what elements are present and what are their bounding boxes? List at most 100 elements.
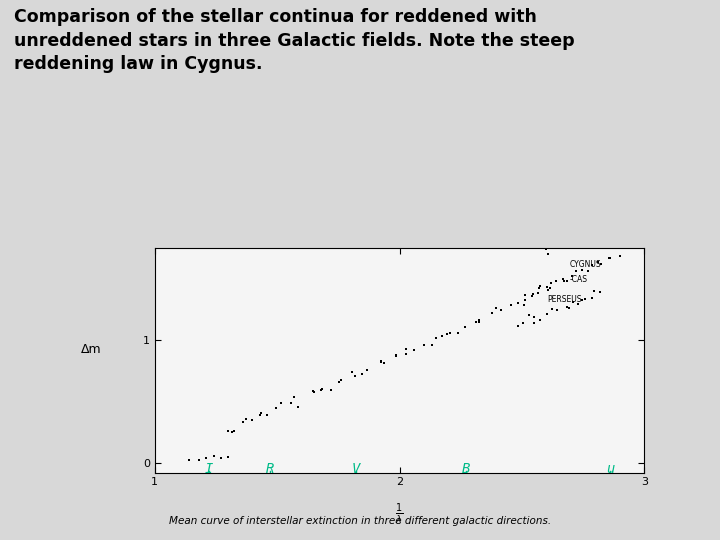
- Point: [526, 292, 538, 301]
- Point: [533, 288, 544, 297]
- Point: [523, 311, 535, 320]
- Point: [588, 220, 600, 229]
- Point: [542, 286, 554, 294]
- Point: [557, 237, 569, 246]
- Point: [292, 402, 304, 411]
- Point: [200, 454, 212, 462]
- Point: [349, 372, 361, 380]
- Point: [444, 329, 456, 338]
- Point: [495, 306, 507, 314]
- Point: [564, 232, 575, 241]
- Point: [579, 230, 590, 239]
- Point: [534, 315, 546, 324]
- Point: [527, 290, 539, 299]
- Point: [580, 295, 591, 303]
- Point: [597, 216, 608, 225]
- Point: [431, 334, 442, 342]
- Point: [519, 290, 531, 299]
- Point: [271, 404, 282, 413]
- Point: [426, 340, 438, 349]
- Text: Δm: Δm: [81, 343, 102, 356]
- Point: [588, 287, 600, 295]
- Point: [576, 226, 588, 235]
- Point: [356, 369, 368, 378]
- Point: [603, 254, 614, 262]
- Point: [275, 399, 287, 407]
- Point: [361, 366, 373, 375]
- Point: [550, 241, 562, 249]
- Point: [474, 318, 485, 326]
- Point: [544, 284, 556, 292]
- Point: [459, 323, 471, 332]
- Point: [390, 351, 402, 360]
- Point: [580, 225, 592, 233]
- Text: CYGNUS: CYGNUS: [570, 260, 601, 269]
- Text: Comparison of the stellar continua for reddened with
unreddened stars in three G: Comparison of the stellar continua for r…: [14, 8, 575, 73]
- Point: [534, 284, 545, 293]
- Point: [254, 411, 266, 420]
- Point: [615, 206, 626, 214]
- Point: [557, 242, 569, 251]
- Point: [572, 299, 583, 308]
- Point: [317, 384, 328, 393]
- Point: [193, 455, 204, 464]
- Point: [308, 388, 320, 397]
- Point: [400, 350, 412, 359]
- Point: [261, 411, 273, 420]
- Point: [307, 387, 318, 395]
- Point: [566, 233, 577, 241]
- Point: [542, 249, 554, 258]
- Point: [238, 417, 249, 426]
- Point: [587, 261, 598, 269]
- Point: [325, 386, 337, 395]
- Text: -CAS: -CAS: [570, 275, 588, 284]
- Point: [570, 267, 582, 275]
- Point: [534, 282, 546, 291]
- Point: [618, 203, 630, 212]
- Point: [562, 303, 573, 312]
- Point: [518, 318, 529, 327]
- Point: [598, 215, 610, 224]
- Point: [604, 253, 616, 262]
- Text: u: u: [606, 462, 614, 476]
- Point: [572, 233, 583, 242]
- Point: [595, 260, 607, 268]
- Point: [576, 295, 588, 304]
- Point: [346, 368, 358, 376]
- Point: [436, 332, 447, 340]
- Point: [593, 258, 604, 267]
- Point: [615, 252, 626, 260]
- Point: [545, 278, 557, 287]
- Point: [474, 316, 485, 325]
- Point: [586, 294, 598, 302]
- Point: [590, 222, 601, 231]
- Point: [400, 345, 412, 354]
- Point: [490, 303, 501, 312]
- Point: [519, 296, 531, 305]
- Point: [226, 428, 238, 436]
- Point: [246, 416, 258, 424]
- Point: [554, 237, 565, 245]
- Point: [285, 399, 297, 407]
- Point: [577, 265, 588, 274]
- Text: R: R: [266, 462, 274, 476]
- Point: [184, 455, 195, 464]
- Text: Mean curve of interstellar extinction in three different galactic directions.: Mean curve of interstellar extinction in…: [169, 516, 551, 526]
- Point: [408, 345, 420, 354]
- Point: [336, 375, 347, 384]
- Point: [541, 282, 553, 291]
- Point: [390, 352, 402, 361]
- Point: [222, 453, 234, 462]
- Text: V: V: [351, 462, 360, 476]
- Point: [551, 276, 562, 285]
- Point: [613, 211, 625, 219]
- Point: [582, 266, 593, 275]
- Point: [240, 415, 252, 423]
- Point: [557, 275, 569, 284]
- Point: [546, 305, 558, 313]
- Text: I: I: [204, 462, 213, 476]
- Point: [208, 452, 220, 461]
- Point: [255, 409, 266, 418]
- Point: [518, 301, 529, 310]
- Point: [228, 427, 240, 435]
